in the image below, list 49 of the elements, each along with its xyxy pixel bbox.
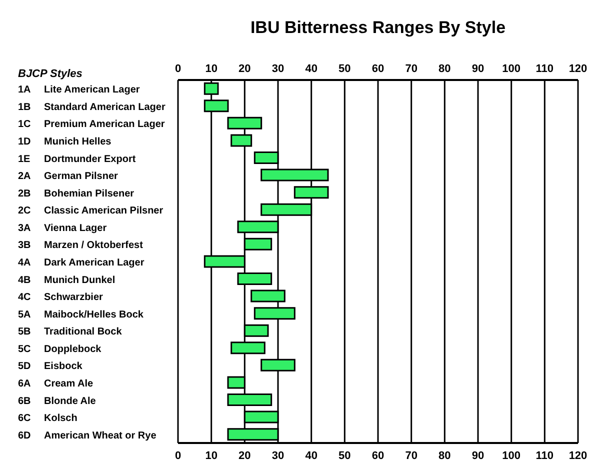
x-tick-label: 0 (174, 450, 182, 462)
x2-tick-label: 90 (472, 63, 484, 75)
x2-tick-label: 0 (174, 63, 182, 75)
x2-tick-label: 50 (338, 63, 351, 75)
x2-tick-label: 10 (205, 63, 218, 75)
x-tick-label: 110 (536, 450, 554, 462)
x2-tick-label: 110 (536, 63, 554, 75)
category-label: 6D American Wheat or Rye (18, 430, 156, 442)
category-label: 2C Classic American Pilsner (18, 206, 164, 217)
x-tick-label: 20 (238, 450, 251, 462)
category-label: 5B Traditional Bock (18, 326, 122, 338)
category-label: 6B Blonde Ale (18, 396, 96, 407)
chart-title: IBU Bitterness Ranges By Style (249, 18, 507, 38)
category-label: 5A Maibock/Helles Bock (18, 309, 144, 320)
category-label: 4A Dark American Lager (18, 258, 144, 268)
x-tick-label: 70 (405, 450, 418, 462)
x-tick-label: 120 (568, 450, 588, 462)
x2-tick-label: 40 (305, 63, 318, 75)
category-label: 2B Bohemian Pilsener (18, 188, 134, 200)
x-tick-label: 10 (205, 450, 218, 462)
category-label: 1B Standard American Lager (18, 102, 166, 113)
category-label: 3B Marzen / Oktoberfest (18, 240, 143, 252)
category-label: 6C Kolsch (18, 413, 78, 424)
category-label: 4B Munich Dunkel (18, 274, 116, 286)
x2-tick-label: 100 (502, 63, 521, 75)
x2-tick-label: 120 (568, 63, 588, 75)
x-tick-label: 100 (502, 450, 521, 462)
x-tick-label: 80 (438, 450, 451, 462)
x2-tick-label: 80 (438, 63, 451, 75)
category-label: 5C Dopplebock (18, 344, 102, 355)
x-tick-label: 90 (472, 450, 484, 462)
category-label: 4C Schwarzbier (18, 292, 103, 304)
category-label: 5D Eisbock (18, 361, 82, 372)
category-label: 1C Premium American Lager (18, 119, 165, 130)
x-tick-label: 30 (272, 450, 284, 462)
category-label: 1E Dortmunder Export (18, 154, 136, 165)
category-label: 1A Lite American Lager (18, 84, 140, 96)
x-tick-label: 50 (338, 450, 351, 462)
x-tick-label: 40 (305, 450, 318, 462)
x2-tick-label: 70 (405, 63, 418, 75)
x-tick-label: 60 (372, 450, 384, 462)
x2-tick-label: 60 (372, 63, 384, 75)
category-label: 1D Munich Helles (18, 136, 112, 148)
text: BJCP Styles (18, 68, 82, 80)
category-label: 2A German Pilsner (18, 171, 118, 182)
x2-tick-label: 30 (272, 63, 284, 75)
category-label: 6A Cream Ale (18, 378, 94, 390)
x2-tick-label: 20 (238, 63, 251, 75)
category-label: 3A Vienna Lager (18, 222, 107, 234)
